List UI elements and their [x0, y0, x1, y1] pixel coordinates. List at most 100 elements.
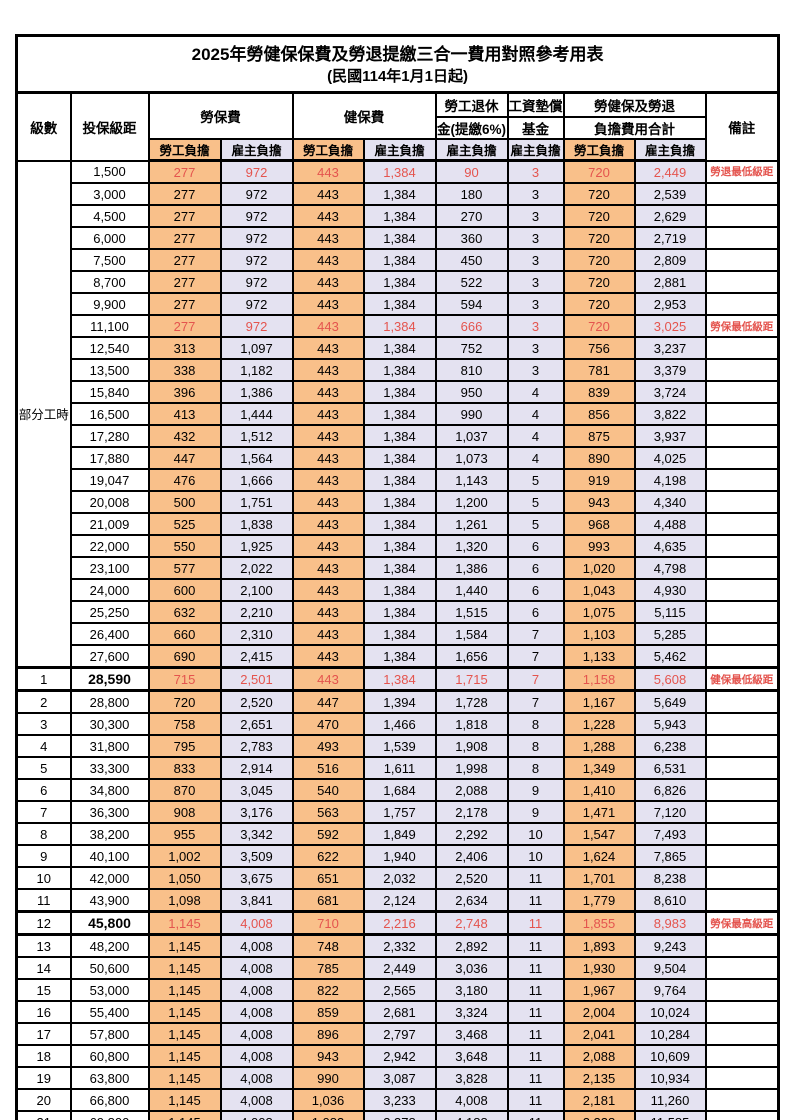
cell-tot_emp: 2,181 [562, 1088, 636, 1112]
cell-tot_emp: 1,075 [562, 600, 636, 624]
cell-hi_emp: 681 [291, 888, 365, 913]
cell-pension: 1,584 [434, 622, 509, 646]
cell-tot_er: 9,764 [633, 978, 707, 1002]
cell-li_emp: 277 [147, 248, 222, 272]
cell-note [704, 556, 780, 580]
cell-li_er: 1,386 [219, 380, 294, 404]
header-level: 級數 [15, 91, 72, 162]
cell-tot_er: 10,609 [633, 1044, 707, 1068]
cell-hi_er: 1,384 [362, 490, 437, 514]
cell-tot_emp: 720 [562, 182, 636, 206]
cell-tot_er: 2,719 [633, 226, 707, 250]
cell-tot_er: 6,238 [633, 734, 707, 758]
cell-tot_emp: 720 [562, 314, 636, 338]
cell-tot_er: 4,930 [633, 578, 707, 602]
cell-li_er: 4,008 [219, 910, 294, 936]
table-row: 7 36,300 908 3,176 563 1,757 2,178 9 1,471 7,120 [15, 800, 780, 824]
cell-tot_emp: 1,228 [562, 712, 636, 736]
table-row: 27,600 690 2,415 443 1,384 1,656 7 1,133 5,462 [17, 644, 780, 669]
cell-note [704, 1066, 780, 1090]
cell-level: 15 [15, 978, 72, 1002]
cell-note [704, 248, 780, 272]
cell-note [704, 182, 780, 206]
cell-tot_er: 2,449 [633, 159, 707, 184]
cell-note [704, 1088, 780, 1112]
cell-note [704, 933, 780, 958]
fee-table-body: 部分工時 1,500 277 972 443 1,384 90 3 720 2,449 勞退最低級距… [15, 159, 780, 1120]
cell-note [704, 270, 780, 294]
cell-pension: 1,386 [434, 556, 509, 580]
cell-li_er: 2,783 [219, 734, 294, 758]
cell-tot_er: 8,983 [633, 910, 707, 936]
cell-pension: 450 [434, 248, 509, 272]
cell-fund: 6 [506, 534, 565, 558]
cell-hi_emp: 443 [291, 402, 365, 426]
cell-pension: 1,728 [434, 689, 509, 714]
cell-hi_emp: 447 [291, 689, 365, 714]
cell-level: 21 [15, 1110, 72, 1120]
cell-fund: 11 [506, 1022, 565, 1046]
cell-tot_emp: 720 [562, 226, 636, 250]
cell-hi_emp: 443 [291, 622, 365, 646]
cell-fund: 3 [506, 358, 565, 382]
cell-salary: 31,800 [69, 734, 150, 758]
cell-li_er: 1,097 [219, 336, 294, 360]
cell-note [704, 800, 780, 824]
table-row: 17,880 447 1,564 443 1,384 1,073 4 890 4,025 [17, 446, 780, 470]
cell-hi_emp: 443 [291, 159, 365, 184]
table-row: 8,700 277 972 443 1,384 522 3 720 2,881 [17, 270, 780, 294]
cell-hi_er: 2,216 [362, 910, 437, 936]
cell-hi_er: 1,384 [362, 578, 437, 602]
cell-level: 12 [15, 910, 72, 936]
cell-tot_emp: 720 [562, 292, 636, 316]
cell-tot_emp: 2,135 [562, 1066, 636, 1090]
cell-hi_er: 1,849 [362, 822, 437, 846]
cell-salary: 19,047 [69, 468, 150, 492]
cell-fund: 11 [506, 1066, 565, 1090]
cell-level: 9 [15, 844, 72, 868]
cell-li_er: 1,182 [219, 358, 294, 382]
cell-tot_emp: 839 [562, 380, 636, 404]
cell-hi_er: 1,384 [362, 270, 437, 294]
cell-fund: 4 [506, 380, 565, 404]
cell-hi_er: 1,384 [362, 644, 437, 669]
cell-pension: 3,036 [434, 956, 509, 980]
cell-li_emp: 660 [147, 622, 222, 646]
cell-pension: 270 [434, 204, 509, 228]
cell-note [704, 712, 780, 736]
cell-tot_emp: 1,624 [562, 844, 636, 868]
cell-note: 勞退最低級距 [704, 159, 780, 184]
cell-li_emp: 277 [147, 292, 222, 316]
header-wage-fund-line1: 工資墊償 [506, 91, 565, 118]
cell-salary: 3,000 [69, 182, 150, 206]
cell-note [704, 424, 780, 448]
cell-fund: 10 [506, 822, 565, 846]
cell-fund: 11 [506, 1044, 565, 1068]
cell-level: 19 [15, 1066, 72, 1090]
cell-salary: 21,009 [69, 512, 150, 536]
cell-fund: 6 [506, 600, 565, 624]
table-row: 1 28,590 715 2,501 443 1,384 1,715 7 1,158 5,608 健… [15, 666, 780, 692]
cell-pension: 1,200 [434, 490, 509, 514]
subheader-labor-employee: 勞工負擔 [147, 138, 222, 162]
header-pension-line2: 金(提繳6%) [434, 116, 509, 140]
cell-note [704, 578, 780, 602]
cell-salary: 27,600 [69, 644, 150, 669]
table-row: 16 55,400 1,145 4,008 859 2,681 3,324 11 2,004 10… [15, 1000, 780, 1024]
cell-tot_er: 2,629 [633, 204, 707, 228]
cell-tot_emp: 756 [562, 336, 636, 360]
cell-salary: 13,500 [69, 358, 150, 382]
fee-reference-table: 2025年勞健保保費及勞退提繳三合一費用對照參考用表 (民國114年1月1日起)… [15, 34, 781, 1120]
cell-li_emp: 758 [147, 712, 222, 736]
cell-fund: 11 [506, 888, 565, 913]
cell-li_er: 1,444 [219, 402, 294, 426]
table-row: 15,840 396 1,386 443 1,384 950 4 839 3,724 [17, 380, 780, 404]
cell-salary: 24,000 [69, 578, 150, 602]
cell-li_emp: 313 [147, 336, 222, 360]
subheader-labor-employer: 雇主負擔 [219, 138, 294, 162]
cell-fund: 11 [506, 910, 565, 936]
cell-level: 4 [15, 734, 72, 758]
cell-li_er: 3,841 [219, 888, 294, 913]
cell-hi_er: 1,384 [362, 358, 437, 382]
cell-li_emp: 277 [147, 159, 222, 184]
